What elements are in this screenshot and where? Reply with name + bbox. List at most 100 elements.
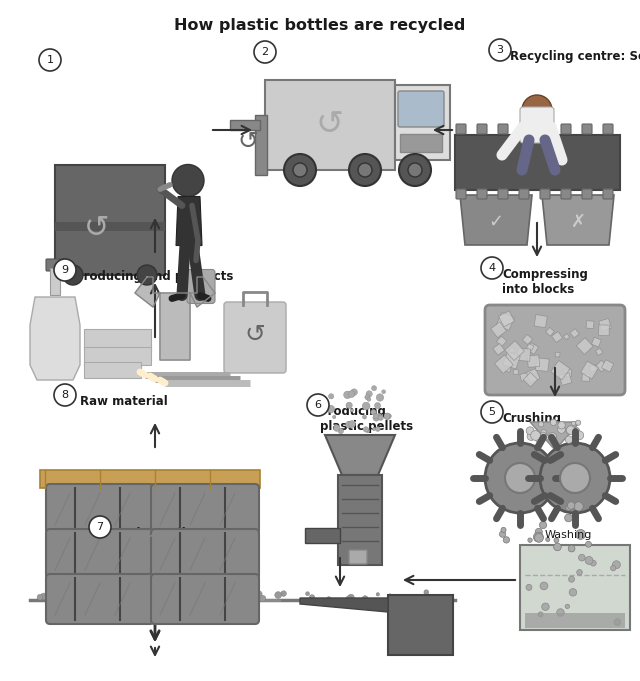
Circle shape	[527, 432, 535, 441]
Circle shape	[538, 422, 544, 427]
Circle shape	[554, 543, 561, 551]
Circle shape	[371, 409, 376, 415]
Circle shape	[346, 596, 352, 601]
Circle shape	[40, 593, 47, 600]
Circle shape	[275, 592, 282, 599]
Circle shape	[373, 415, 380, 421]
Text: Raw material: Raw material	[80, 395, 168, 408]
Circle shape	[377, 413, 381, 418]
Circle shape	[89, 516, 111, 538]
Circle shape	[590, 560, 596, 566]
Circle shape	[526, 584, 532, 590]
FancyBboxPatch shape	[55, 222, 165, 231]
FancyBboxPatch shape	[187, 270, 215, 304]
FancyBboxPatch shape	[395, 85, 450, 160]
Circle shape	[349, 154, 381, 186]
Polygon shape	[526, 343, 534, 351]
FancyBboxPatch shape	[498, 189, 508, 199]
Text: 4: 4	[488, 263, 495, 273]
Circle shape	[579, 554, 585, 561]
Circle shape	[254, 41, 276, 63]
Circle shape	[380, 396, 383, 400]
Text: ↺: ↺	[84, 215, 109, 243]
Text: 7: 7	[97, 522, 104, 532]
Circle shape	[70, 595, 76, 600]
Polygon shape	[493, 343, 504, 355]
FancyBboxPatch shape	[255, 115, 267, 175]
Polygon shape	[520, 373, 529, 381]
Circle shape	[541, 430, 547, 435]
FancyBboxPatch shape	[520, 545, 630, 630]
Circle shape	[552, 437, 557, 442]
Circle shape	[148, 595, 154, 601]
Circle shape	[346, 421, 353, 428]
Circle shape	[614, 619, 621, 625]
Text: 2: 2	[261, 47, 269, 57]
Circle shape	[505, 463, 535, 493]
Circle shape	[612, 560, 620, 569]
FancyBboxPatch shape	[525, 613, 625, 628]
Circle shape	[372, 428, 376, 430]
Polygon shape	[504, 340, 524, 360]
Circle shape	[403, 595, 407, 599]
FancyBboxPatch shape	[84, 347, 151, 365]
Circle shape	[174, 590, 178, 594]
Circle shape	[568, 545, 575, 552]
Circle shape	[374, 413, 379, 419]
Circle shape	[358, 163, 372, 177]
Circle shape	[172, 165, 204, 197]
Text: ✗: ✗	[570, 213, 586, 231]
Circle shape	[374, 402, 381, 409]
Text: 1: 1	[47, 55, 54, 65]
Polygon shape	[591, 337, 602, 347]
FancyBboxPatch shape	[498, 124, 508, 134]
Circle shape	[366, 429, 370, 433]
Polygon shape	[555, 352, 560, 357]
Circle shape	[576, 530, 586, 539]
Circle shape	[310, 595, 314, 599]
Circle shape	[118, 595, 124, 601]
Circle shape	[135, 595, 141, 601]
FancyBboxPatch shape	[230, 120, 260, 130]
Circle shape	[328, 394, 334, 399]
Circle shape	[503, 537, 509, 543]
Polygon shape	[135, 277, 215, 360]
Circle shape	[348, 391, 355, 398]
Circle shape	[63, 265, 83, 285]
FancyBboxPatch shape	[477, 189, 487, 199]
FancyBboxPatch shape	[540, 124, 550, 134]
Circle shape	[566, 426, 575, 434]
FancyBboxPatch shape	[456, 124, 466, 134]
Circle shape	[544, 435, 549, 440]
Circle shape	[528, 538, 532, 542]
Circle shape	[362, 415, 367, 419]
Polygon shape	[552, 332, 563, 343]
Polygon shape	[580, 361, 598, 379]
Text: 9: 9	[61, 265, 68, 275]
Circle shape	[327, 405, 335, 413]
Polygon shape	[503, 352, 520, 369]
Circle shape	[200, 596, 204, 600]
FancyBboxPatch shape	[582, 124, 592, 134]
FancyBboxPatch shape	[398, 91, 444, 127]
Polygon shape	[509, 347, 515, 353]
Circle shape	[233, 590, 240, 597]
FancyBboxPatch shape	[485, 305, 625, 395]
Circle shape	[565, 604, 570, 609]
Circle shape	[124, 593, 131, 600]
Circle shape	[541, 432, 546, 438]
FancyBboxPatch shape	[477, 124, 487, 134]
Text: Heating pellets to
form raw material: Heating pellets to form raw material	[105, 527, 225, 555]
Circle shape	[481, 257, 503, 279]
Circle shape	[489, 39, 511, 61]
Circle shape	[572, 422, 575, 426]
Circle shape	[54, 259, 76, 281]
Polygon shape	[300, 598, 388, 612]
Text: Producing end products: Producing end products	[75, 270, 234, 283]
Circle shape	[387, 414, 391, 418]
Circle shape	[344, 391, 351, 398]
Circle shape	[405, 595, 410, 600]
Polygon shape	[491, 322, 506, 338]
FancyBboxPatch shape	[561, 124, 571, 134]
Circle shape	[293, 163, 307, 177]
